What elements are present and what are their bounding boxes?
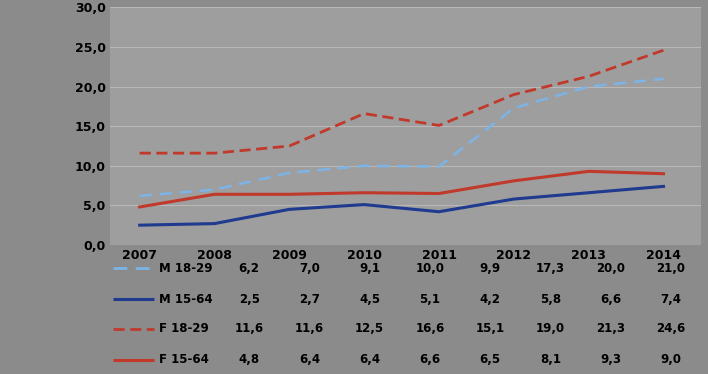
Text: 19,0: 19,0 — [536, 322, 565, 335]
Text: 7,0: 7,0 — [299, 262, 320, 275]
Text: 16,6: 16,6 — [416, 322, 445, 335]
Text: 2,7: 2,7 — [299, 293, 320, 306]
Text: F 15-64: F 15-64 — [159, 353, 209, 366]
Text: 21,0: 21,0 — [656, 262, 685, 275]
Text: 9,1: 9,1 — [359, 262, 380, 275]
Text: 9,0: 9,0 — [661, 353, 681, 366]
Text: 21,3: 21,3 — [596, 322, 625, 335]
Text: 6,4: 6,4 — [359, 353, 380, 366]
Text: 4,8: 4,8 — [239, 353, 260, 366]
Text: 10,0: 10,0 — [416, 262, 445, 275]
Text: 15,1: 15,1 — [476, 322, 505, 335]
Text: 8,1: 8,1 — [540, 353, 561, 366]
Text: 7,4: 7,4 — [661, 293, 681, 306]
Text: 4,2: 4,2 — [479, 293, 501, 306]
Text: 6,6: 6,6 — [419, 353, 440, 366]
Text: M 15-64: M 15-64 — [159, 293, 212, 306]
Text: 24,6: 24,6 — [656, 322, 685, 335]
Text: 11,6: 11,6 — [234, 322, 264, 335]
Text: 6,2: 6,2 — [239, 262, 260, 275]
Text: 9,3: 9,3 — [600, 353, 621, 366]
Text: M 18-29: M 18-29 — [159, 262, 212, 275]
Text: 17,3: 17,3 — [536, 262, 565, 275]
Text: 9,9: 9,9 — [479, 262, 501, 275]
Text: 20,0: 20,0 — [596, 262, 625, 275]
Text: 11,6: 11,6 — [295, 322, 324, 335]
Text: 12,5: 12,5 — [355, 322, 384, 335]
Text: 2,5: 2,5 — [239, 293, 260, 306]
Text: 4,5: 4,5 — [359, 293, 380, 306]
Text: 5,1: 5,1 — [419, 293, 440, 306]
Text: 5,8: 5,8 — [539, 293, 561, 306]
Text: 6,6: 6,6 — [600, 293, 621, 306]
Text: 6,5: 6,5 — [479, 353, 501, 366]
Text: 6,4: 6,4 — [299, 353, 320, 366]
Text: F 18-29: F 18-29 — [159, 322, 209, 335]
